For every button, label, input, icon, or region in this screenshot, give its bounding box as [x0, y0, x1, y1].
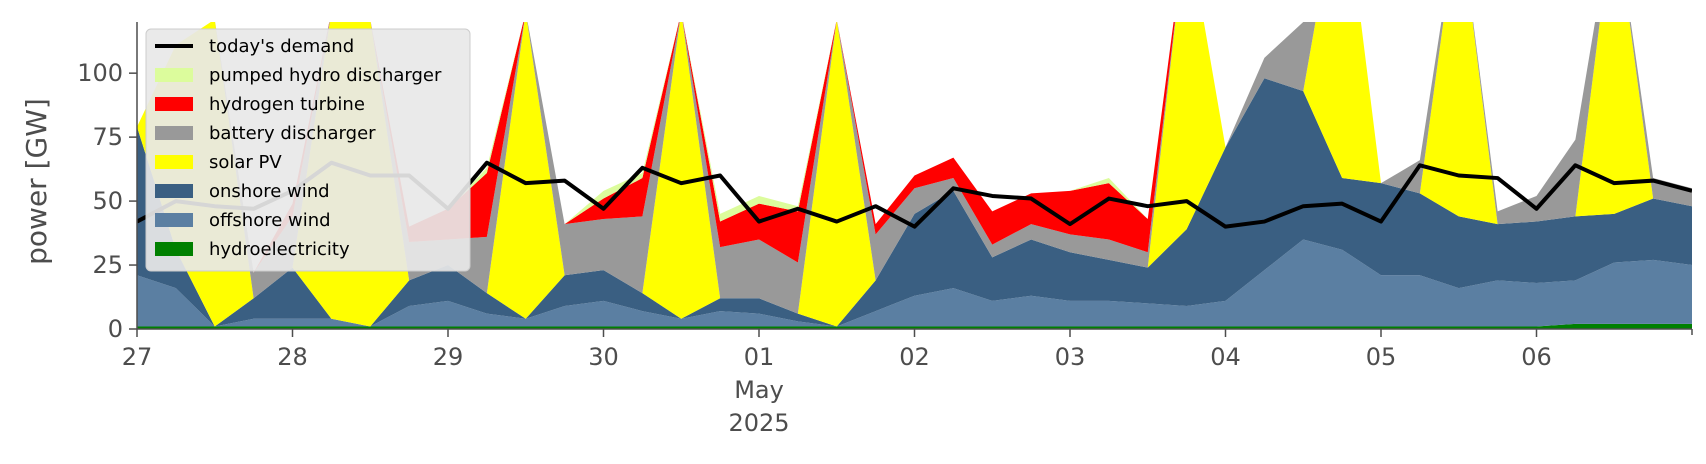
legend-label: pumped hydro discharger [209, 65, 442, 86]
area-offshore-wind [137, 239, 1692, 327]
legend-box [145, 28, 471, 272]
x-tick-label: 05 [1366, 343, 1397, 371]
y-axis-label: power [GW] [20, 98, 53, 265]
legend-label: offshore wind [209, 210, 331, 231]
legend: today's demand pumped hydro discharger hyd… [145, 28, 471, 272]
x-tick-label: 30 [588, 343, 619, 371]
legend-swatch [155, 97, 193, 111]
x-tick-label: 04 [1210, 343, 1241, 371]
x-tick-label: 02 [899, 343, 930, 371]
legend-swatch [155, 213, 193, 227]
x-tick-label: 29 [433, 343, 464, 371]
axes: 0 25 50 75 100 27 28 29 30 01 May 2025 02 03 04 05 06 pow… [20, 22, 1693, 437]
legend-label: onshore wind [209, 181, 330, 202]
x-tick-label: 01 [744, 343, 775, 371]
legend-swatch [155, 155, 193, 169]
x-tick-sublabel: 2025 [728, 409, 789, 437]
y-tick-label: 0 [108, 315, 123, 343]
legend-swatch [155, 126, 193, 140]
x-tick-label: 27 [122, 343, 153, 371]
y-tick-label: 75 [92, 123, 123, 151]
area-hydroelectricity [137, 323, 1692, 329]
legend-label: solar PV [209, 152, 282, 173]
x-tick-label: 06 [1521, 343, 1552, 371]
legend-label: today's demand [209, 36, 354, 57]
area-solar-pv [137, 22, 1692, 327]
y-tick-label: 100 [77, 59, 123, 87]
legend-swatch [155, 68, 193, 82]
legend-label: hydrogen turbine [209, 94, 365, 115]
stacked-areas [137, 22, 1692, 329]
legend-swatch [155, 184, 193, 198]
x-tick-sublabel: May [734, 376, 784, 404]
legend-label: battery discharger [209, 123, 376, 144]
y-tick-label: 50 [92, 187, 123, 215]
legend-swatch [155, 242, 193, 256]
x-tick-label: 03 [1055, 343, 1086, 371]
area-onshore-wind [137, 78, 1692, 327]
legend-label: hydroelectricity [209, 239, 350, 260]
y-tick-label: 25 [92, 251, 123, 279]
x-tick-label: 28 [277, 343, 308, 371]
